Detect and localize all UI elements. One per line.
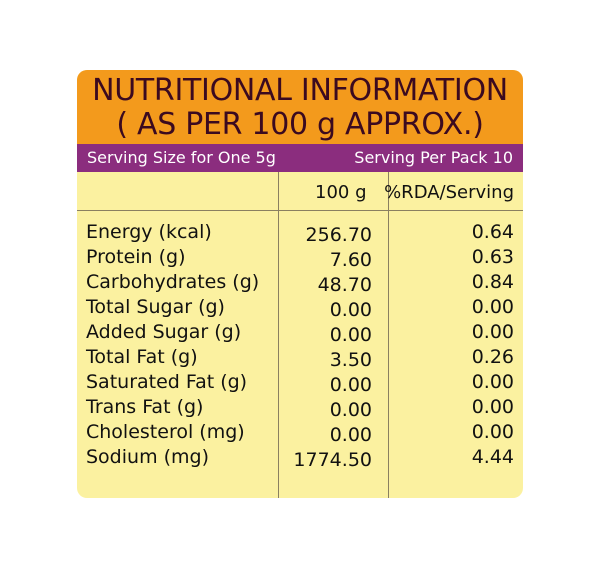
title-line-2: ( AS PER 100 g APPROX.) bbox=[116, 107, 484, 142]
nutrient-value-100g: 0.00 bbox=[329, 399, 372, 421]
nutrient-value-100g: 256.70 bbox=[305, 224, 372, 246]
nutrient-value-100g: 3.50 bbox=[329, 349, 372, 371]
nutrient-row: Cholesterol (mg) 0.00 0.00 bbox=[77, 420, 523, 446]
nutrient-name: Total Fat (g) bbox=[86, 346, 198, 368]
nutrient-row: Total Fat (g) 3.50 0.26 bbox=[77, 345, 523, 371]
nutrient-name: Total Sugar (g) bbox=[86, 296, 225, 318]
nutrient-value-100g: 0.00 bbox=[329, 324, 372, 346]
nutrient-name: Cholesterol (mg) bbox=[86, 421, 245, 443]
nutrient-row: Total Sugar (g) 0.00 0.00 bbox=[77, 295, 523, 321]
title-line-1: NUTRITIONAL INFORMATION bbox=[92, 73, 508, 108]
nutrient-rda: 0.26 bbox=[471, 346, 514, 368]
column-divider-2 bbox=[388, 172, 389, 498]
nutrient-row: Trans Fat (g) 0.00 0.00 bbox=[77, 395, 523, 421]
nutrient-name: Added Sugar (g) bbox=[86, 321, 242, 343]
nutrient-row: Saturated Fat (g) 0.00 0.00 bbox=[77, 370, 523, 396]
nutrient-name: Carbohydrates (g) bbox=[86, 271, 260, 293]
header-divider bbox=[77, 210, 523, 211]
nutrient-row: Added Sugar (g) 0.00 0.00 bbox=[77, 320, 523, 346]
nutrient-name: Protein (g) bbox=[86, 246, 186, 268]
nutrient-name: Sodium (mg) bbox=[86, 446, 210, 468]
servings-per-pack: Serving Per Pack 10 bbox=[354, 148, 513, 167]
column-header-100g: 100 g bbox=[315, 182, 367, 203]
nutrient-rda: 4.44 bbox=[471, 446, 514, 468]
nutrient-value-100g: 0.00 bbox=[329, 424, 372, 446]
title-header: NUTRITIONAL INFORMATION ( AS PER 100 g A… bbox=[77, 70, 523, 144]
nutrient-rda: 0.00 bbox=[471, 421, 514, 443]
nutrient-row: Energy (kcal) 256.70 0.64 bbox=[77, 220, 523, 246]
nutrient-row: Sodium (mg) 1774.50 4.44 bbox=[77, 445, 523, 471]
nutrient-rda: 0.00 bbox=[471, 321, 514, 343]
nutrient-value-100g: 0.00 bbox=[329, 374, 372, 396]
nutrient-rda: 0.00 bbox=[471, 396, 514, 418]
nutrition-panel: NUTRITIONAL INFORMATION ( AS PER 100 g A… bbox=[77, 70, 523, 498]
nutrient-row: Protein (g) 7.60 0.63 bbox=[77, 245, 523, 271]
nutrient-name: Energy (kcal) bbox=[86, 221, 212, 243]
nutrient-rda: 0.00 bbox=[471, 371, 514, 393]
nutrient-rda: 0.64 bbox=[471, 221, 514, 243]
nutrient-value-100g: 1774.50 bbox=[293, 449, 372, 471]
column-divider-1 bbox=[278, 172, 279, 498]
nutrient-rda: 0.00 bbox=[471, 296, 514, 318]
nutrient-row: Carbohydrates (g) 48.70 0.84 bbox=[77, 270, 523, 296]
nutrient-value-100g: 7.60 bbox=[329, 249, 372, 271]
nutrient-name: Trans Fat (g) bbox=[86, 396, 204, 418]
column-header-rda: %RDA/Serving bbox=[384, 182, 514, 203]
nutrient-value-100g: 48.70 bbox=[317, 274, 372, 296]
nutrient-value-100g: 0.00 bbox=[329, 299, 372, 321]
nutrient-name: Saturated Fat (g) bbox=[86, 371, 248, 393]
serving-size: Serving Size for One 5g bbox=[87, 148, 276, 167]
nutrient-rda: 0.84 bbox=[471, 271, 514, 293]
nutrient-rda: 0.63 bbox=[471, 246, 514, 268]
serving-band: Serving Size for One 5g Serving Per Pack… bbox=[77, 144, 523, 172]
